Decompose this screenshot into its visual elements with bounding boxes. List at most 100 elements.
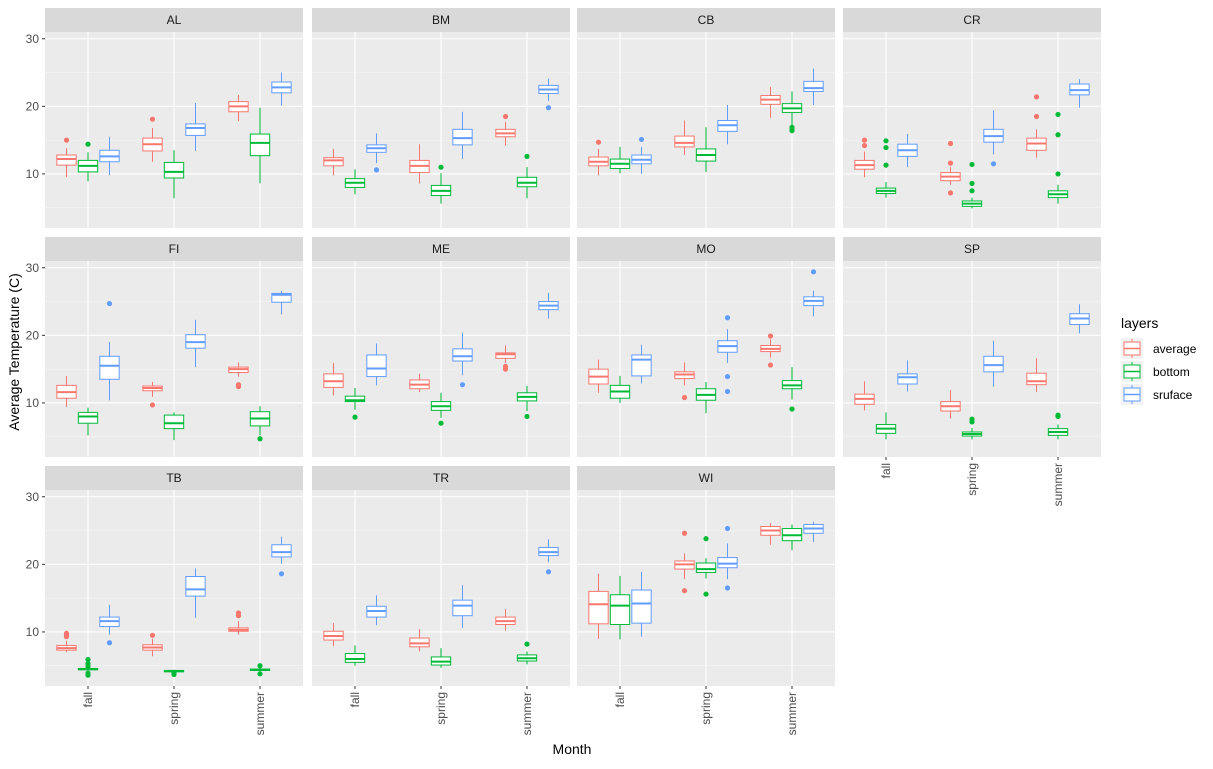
- box-body: [1026, 372, 1047, 386]
- outlier-point: [85, 670, 91, 676]
- box-average-fall: [854, 137, 875, 178]
- outlier-point: [85, 657, 91, 663]
- facet-strip-label: SP: [964, 242, 980, 256]
- box-sruface-spring: [185, 319, 206, 368]
- box-sruface-summer: [538, 292, 559, 319]
- facet-strip: [312, 466, 570, 490]
- box-bottom-fall: [609, 575, 631, 640]
- facet-strip-label: CB: [698, 13, 715, 27]
- box-sruface-spring: [983, 340, 1004, 387]
- box-body: [163, 414, 185, 430]
- outlier-point: [724, 315, 731, 321]
- outlier-point: [638, 136, 645, 143]
- box-average-summer: [760, 86, 781, 118]
- y-tick-label: 30: [26, 32, 40, 46]
- box-body: [344, 395, 366, 403]
- outlier-point: [789, 406, 795, 412]
- facet-strip: [312, 8, 570, 32]
- box-bottom-spring: [163, 412, 185, 441]
- box-average-fall: [56, 375, 77, 407]
- outlier-point: [724, 585, 731, 591]
- outlier-point: [1055, 171, 1061, 177]
- box-sruface-summer: [1069, 79, 1090, 108]
- outlier-point: [969, 188, 975, 194]
- outlier-point: [1055, 132, 1061, 138]
- box-bottom-fall: [875, 412, 897, 440]
- outlier-point: [373, 167, 380, 173]
- outlier-point: [171, 669, 177, 676]
- facet-strip-label: MO: [696, 242, 715, 256]
- outlier-point: [85, 141, 91, 147]
- legend: layers average bottom sruface: [1121, 315, 1197, 405]
- box-average-summer: [760, 523, 781, 545]
- outlier-point: [1033, 113, 1040, 120]
- box-body: [631, 589, 652, 624]
- box-sruface-spring: [983, 110, 1004, 167]
- box-body: [323, 157, 344, 167]
- outlier-point: [861, 142, 868, 149]
- box-body: [271, 544, 292, 558]
- outlier-point: [1055, 412, 1061, 418]
- box-bottom-fall: [609, 146, 631, 174]
- box-sruface-summer: [538, 539, 559, 575]
- box-bottom-fall: [77, 141, 99, 182]
- outlier-point: [63, 137, 70, 143]
- box-sruface-fall: [366, 133, 387, 173]
- facet-strip-label: ME: [432, 242, 450, 256]
- box-bottom-spring: [430, 164, 452, 204]
- box-sruface-spring: [452, 332, 473, 388]
- box-sruface-spring: [452, 111, 473, 160]
- box-average-summer: [228, 94, 249, 122]
- box-average-spring: [674, 530, 695, 594]
- outlier-point: [767, 333, 774, 339]
- outlier-point: [502, 363, 509, 370]
- facet-strip: [312, 237, 570, 261]
- box-body: [409, 637, 430, 648]
- box-body: [983, 355, 1004, 373]
- facet-strip-label: BM: [432, 13, 450, 27]
- box-body: [452, 128, 473, 146]
- box-bottom-summer: [781, 524, 803, 551]
- box-bottom-summer: [249, 663, 271, 677]
- facet-strip-label: AL: [167, 13, 182, 27]
- box-body: [695, 562, 717, 573]
- legend-title: layers: [1121, 315, 1158, 331]
- facet-strip: [843, 237, 1101, 261]
- box-bottom-fall: [344, 645, 366, 666]
- outlier-point: [63, 630, 70, 636]
- y-tick-label: 10: [26, 396, 40, 410]
- outlier-point: [149, 632, 156, 638]
- outlier-point: [969, 416, 975, 422]
- box-average-summer: [495, 345, 516, 372]
- box-body: [803, 80, 824, 92]
- outlier-point: [352, 414, 358, 420]
- facet-panel-mo: MO: [577, 237, 835, 457]
- outlier-point: [883, 144, 889, 151]
- box-bottom-summer: [781, 367, 803, 412]
- box-sruface-fall: [631, 136, 652, 174]
- box-body: [366, 354, 387, 378]
- outlier-point: [990, 161, 997, 167]
- facet-strip: [577, 466, 835, 490]
- box-bottom-summer: [516, 386, 538, 420]
- box-average-spring: [409, 144, 430, 184]
- legend-label: bottom: [1153, 365, 1190, 379]
- box-average-fall: [56, 630, 77, 653]
- box-average-fall: [323, 148, 344, 176]
- outlier-point: [106, 640, 113, 646]
- legend-label: average: [1153, 342, 1197, 356]
- box-bottom-spring: [695, 127, 717, 172]
- box-body: [609, 594, 631, 625]
- box-average-spring: [142, 116, 163, 162]
- box-average-spring: [142, 632, 163, 657]
- box-body: [631, 354, 652, 377]
- x-tick-label: spring: [434, 692, 448, 725]
- facet-panel-tb: TB 10 20 30 fall spring summer: [26, 466, 303, 735]
- outlier-point: [681, 530, 688, 536]
- outlier-point: [149, 116, 156, 122]
- y-tick-label: 30: [26, 261, 40, 275]
- box-body: [452, 348, 473, 362]
- outlier-point: [524, 641, 530, 647]
- outlier-point: [703, 591, 709, 597]
- outlier-point: [681, 588, 688, 594]
